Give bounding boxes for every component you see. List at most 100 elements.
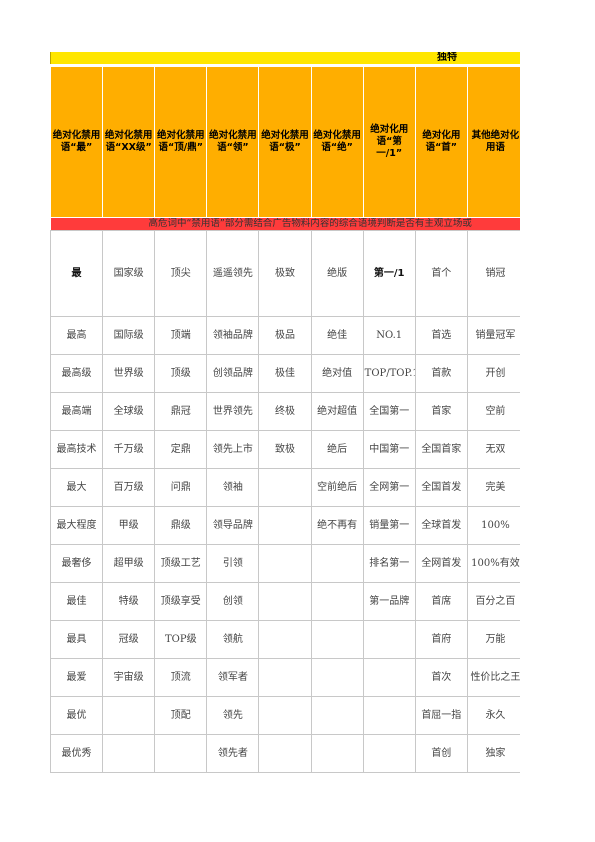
- table-cell: 领先者: [206, 734, 260, 773]
- table-cell: TOP级: [154, 620, 208, 659]
- table-cell: 独家: [466, 734, 520, 773]
- table-row: 最具 冠级 TOP级 领航 首府 万能: [50, 620, 520, 659]
- table-cell: TOP/TOP.1: [362, 354, 416, 393]
- table-cell: 极致: [258, 230, 312, 317]
- header-cell: 绝对化禁用语“领”: [206, 66, 260, 218]
- table-cell: 首选: [414, 316, 468, 355]
- table-cell: [258, 734, 312, 773]
- table-cell: 百万级: [102, 468, 156, 507]
- table-cell: 宇宙级: [102, 658, 156, 697]
- table-cell: [258, 658, 312, 697]
- title-row: 独特: [50, 52, 520, 64]
- table-cell: 性价比之王: [466, 658, 520, 697]
- table-cell: 最奢侈: [50, 544, 104, 583]
- table-cell: 首屈一指: [414, 696, 468, 735]
- table-row: 最爱 宇宙级 顶流 领军者 首次 性价比之王: [50, 658, 520, 697]
- header-row: 绝对化禁用语“最” 绝对化禁用语“XX级” 绝对化禁用语“顶/鼎” 绝对化禁用语…: [50, 66, 520, 218]
- table-cell: 千万级: [102, 430, 156, 469]
- warning-row: 高危词中“禁用语”部分需结合广告物料内容的综合语境判断是否有主观立场或: [50, 217, 520, 231]
- table-cell: 顶端: [154, 316, 208, 355]
- table-cell: 绝后: [310, 430, 364, 469]
- table-cell: 最具: [50, 620, 104, 659]
- title-label: 独特: [437, 52, 457, 63]
- table-cell: 首创: [414, 734, 468, 773]
- table-cell: 全国第一: [362, 392, 416, 431]
- table-cell: 鼎冠: [154, 392, 208, 431]
- table-row: 最奢侈 超甲级 顶级工艺 引领 排名第一 全网首发 100%有效: [50, 544, 520, 583]
- table-cell: 最高端: [50, 392, 104, 431]
- table-cell: 绝对超值: [310, 392, 364, 431]
- table-cell: 销量冠军: [466, 316, 520, 355]
- table-cell: 中国第一: [362, 430, 416, 469]
- table-row: 最优 顶配 领先 首屈一指 永久: [50, 696, 520, 735]
- table-cell: 顶级享受: [154, 582, 208, 621]
- table-cell: 排名第一: [362, 544, 416, 583]
- table-cell: 创领: [206, 582, 260, 621]
- table-cell: 绝不再有: [310, 506, 364, 545]
- header-cell: 绝对化禁用语“顶/鼎”: [154, 66, 208, 218]
- table-cell: 100%: [466, 506, 520, 545]
- table-cell: 万能: [466, 620, 520, 659]
- table-cell: 领袖: [206, 468, 260, 507]
- table-cell: 最佳: [50, 582, 104, 621]
- table-cell: 百分之百: [466, 582, 520, 621]
- table-cell: 首款: [414, 354, 468, 393]
- table-cell: [362, 658, 416, 697]
- table-row: 最大 百万级 问鼎 领袖 空前绝后 全网第一 全国首发 完美: [50, 468, 520, 507]
- table-cell: 冠级: [102, 620, 156, 659]
- spreadsheet: 独特 绝对化禁用语“最” 绝对化禁用语“XX级” 绝对化禁用语“顶/鼎” 绝对化…: [50, 52, 520, 780]
- table-cell: 首家: [414, 392, 468, 431]
- table-cell: 领袖品牌: [206, 316, 260, 355]
- header-cell: 绝对化用语“首”: [414, 66, 468, 218]
- table-cell: [310, 620, 364, 659]
- table-cell: 全网首发: [414, 544, 468, 583]
- table-cell: 空前: [466, 392, 520, 431]
- header-cell: 绝对化禁用语“极”: [258, 66, 312, 218]
- table-cell: 遥遥领先: [206, 230, 260, 317]
- table-cell: 最优秀: [50, 734, 104, 773]
- table-cell: 顶级: [154, 354, 208, 393]
- table-row: 最大程度 甲级 鼎级 领导品牌 绝不再有 销量第一 全球首发 100%: [50, 506, 520, 545]
- table-row: 最高 国际级 顶端 领袖品牌 极品 绝佳 NO.1 首选 销量冠军: [50, 316, 520, 355]
- table-row: 最高技术 千万级 定鼎 领先上市 致极 绝后 中国第一 全国首家 无双: [50, 430, 520, 469]
- table-cell: 顶配: [154, 696, 208, 735]
- table-cell: 问鼎: [154, 468, 208, 507]
- table-cell: 领航: [206, 620, 260, 659]
- table-cell: 全国首发: [414, 468, 468, 507]
- warning-text: 高危词中“禁用语”部分需结合广告物料内容的综合语境判断是否有主观立场或: [148, 218, 472, 229]
- table-cell: [310, 544, 364, 583]
- table-cell: 最大程度: [50, 506, 104, 545]
- table-cell: [310, 582, 364, 621]
- table-row: 最高端 全球级 鼎冠 世界领先 终极 绝对超值 全国第一 首家 空前: [50, 392, 520, 431]
- table-cell: 顶级工艺: [154, 544, 208, 583]
- table-cell: 超甲级: [102, 544, 156, 583]
- table-cell: 开创: [466, 354, 520, 393]
- header-cell: 绝对化用语“第一/1”: [362, 66, 416, 218]
- table-cell: [102, 696, 156, 735]
- table-cell: 领导品牌: [206, 506, 260, 545]
- table-cell: 100%有效: [466, 544, 520, 583]
- table-cell: [154, 734, 208, 773]
- table-cell: 首个: [414, 230, 468, 317]
- table-cell: 极佳: [258, 354, 312, 393]
- table-cell: 顶尖: [154, 230, 208, 317]
- table-cell: 绝对值: [310, 354, 364, 393]
- table-cell: 终极: [258, 392, 312, 431]
- header-cell: 绝对化禁用语“XX级”: [102, 66, 156, 218]
- table-cell: 甲级: [102, 506, 156, 545]
- table-cell: 最: [50, 230, 104, 317]
- table-cell: [310, 734, 364, 773]
- table-cell: 定鼎: [154, 430, 208, 469]
- table-cell: [362, 734, 416, 773]
- table-row: 最高级 世界级 顶级 创领品牌 极佳 绝对值 TOP/TOP.1 首款 开创: [50, 354, 520, 393]
- table-cell: 世界领先: [206, 392, 260, 431]
- table-cell: 全国首家: [414, 430, 468, 469]
- table-cell: 引领: [206, 544, 260, 583]
- table-cell: 致极: [258, 430, 312, 469]
- table-cell: 鼎级: [154, 506, 208, 545]
- table-cell: 最优: [50, 696, 104, 735]
- table-cell: 第一/1: [362, 230, 416, 317]
- table-cell: 全球级: [102, 392, 156, 431]
- word-table: 绝对化禁用语“最” 绝对化禁用语“XX级” 绝对化禁用语“顶/鼎” 绝对化禁用语…: [50, 66, 520, 773]
- table-cell: 最高级: [50, 354, 104, 393]
